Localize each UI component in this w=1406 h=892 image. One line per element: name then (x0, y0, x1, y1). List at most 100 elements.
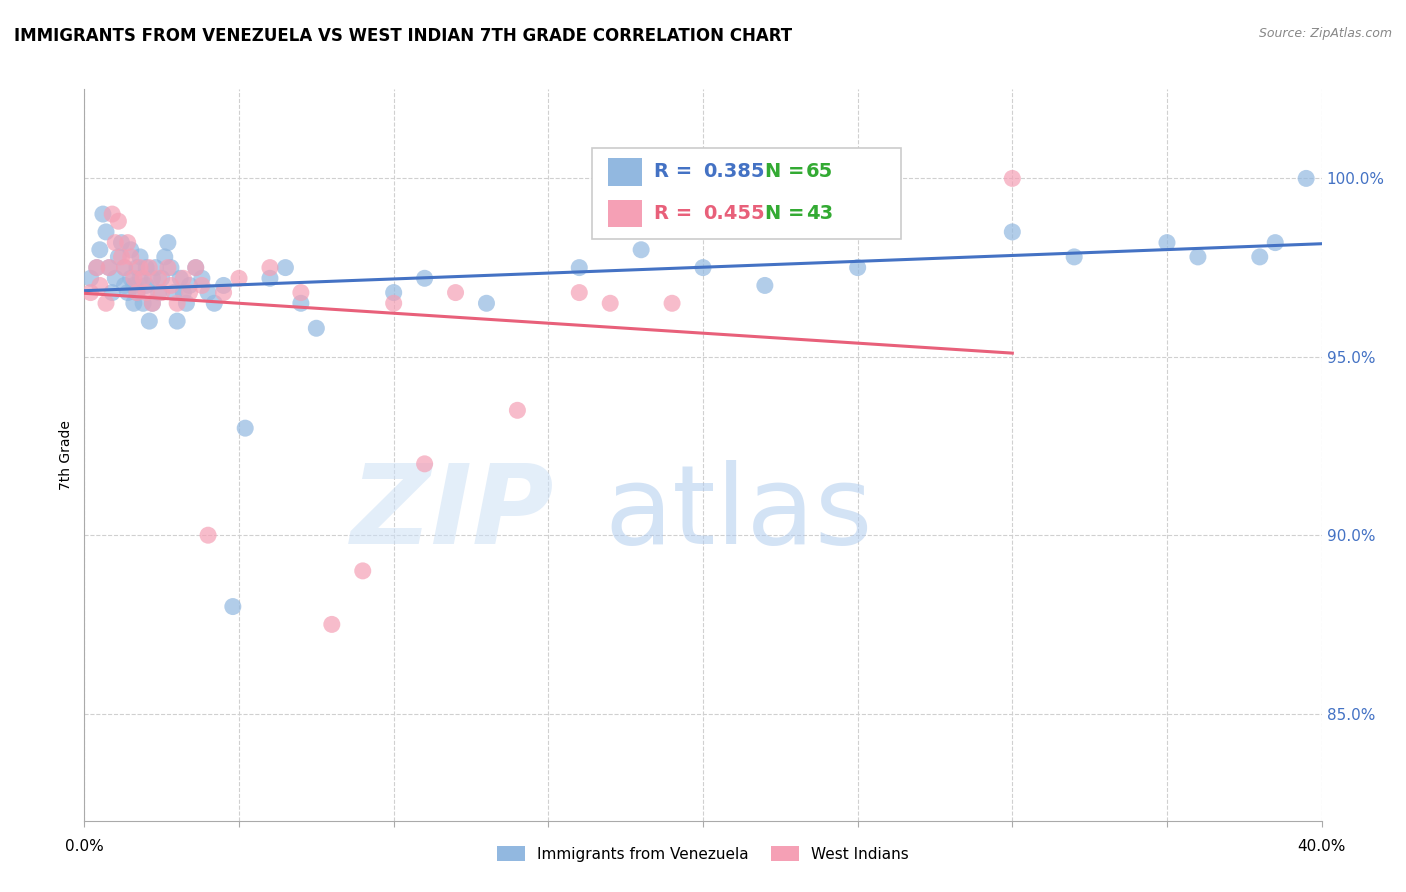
Point (228, 271, 250, 285)
Point (117, 235, 139, 250)
Point (661, 296, 683, 310)
Point (382, 296, 405, 310)
Text: N =: N = (765, 204, 811, 223)
Point (382, 285, 405, 300)
Text: atlas: atlas (605, 460, 873, 567)
Point (125, 285, 148, 300)
Point (166, 296, 188, 310)
Point (117, 285, 139, 300)
Point (125, 285, 148, 300)
Point (122, 296, 145, 310)
Point (191, 278, 214, 293)
Point (148, 271, 170, 285)
Text: Source: ZipAtlas.com: Source: ZipAtlas.com (1258, 27, 1392, 40)
FancyBboxPatch shape (607, 158, 643, 186)
Point (91, 207, 114, 221)
Point (89, 278, 111, 293)
Point (184, 260, 207, 275)
Point (132, 271, 155, 285)
Point (160, 278, 183, 293)
Point (191, 271, 214, 285)
Y-axis label: 7th Grade: 7th Grade (59, 420, 73, 490)
Text: 43: 43 (806, 204, 832, 223)
Point (110, 235, 132, 250)
Legend: Immigrants from Venezuela, West Indians: Immigrants from Venezuela, West Indians (491, 839, 915, 868)
Point (413, 457, 436, 471)
Point (135, 278, 157, 293)
Point (1295, 171, 1317, 186)
Point (166, 314, 188, 328)
Point (568, 260, 591, 275)
Text: ZIP: ZIP (352, 460, 554, 567)
Point (122, 271, 145, 285)
Point (94, 225, 117, 239)
Point (156, 260, 179, 275)
Point (79, 271, 101, 285)
Text: N =: N = (765, 162, 811, 181)
Point (1001, 225, 1024, 239)
Point (1001, 171, 1024, 186)
Point (321, 617, 343, 632)
Point (114, 260, 136, 275)
Point (86, 260, 108, 275)
Point (114, 260, 136, 275)
Text: 0.385: 0.385 (703, 162, 765, 181)
Point (568, 285, 591, 300)
Point (129, 260, 152, 275)
Point (172, 271, 194, 285)
Point (754, 278, 776, 293)
Point (305, 321, 328, 335)
Point (846, 260, 869, 275)
Point (138, 314, 160, 328)
Point (145, 260, 167, 275)
Point (1264, 235, 1286, 250)
Point (120, 271, 142, 285)
Point (104, 271, 127, 285)
Point (630, 243, 652, 257)
Point (163, 285, 186, 300)
Point (352, 564, 374, 578)
Point (101, 207, 124, 221)
Text: 40.0%: 40.0% (1298, 838, 1346, 854)
Point (94, 296, 117, 310)
Point (475, 296, 498, 310)
Point (290, 285, 312, 300)
Point (172, 285, 194, 300)
Text: R =: R = (654, 204, 699, 223)
Point (184, 260, 207, 275)
Point (197, 285, 219, 300)
Point (1187, 250, 1209, 264)
Point (148, 285, 170, 300)
Text: 65: 65 (806, 162, 832, 181)
Point (179, 285, 201, 300)
Point (212, 285, 235, 300)
Point (132, 296, 155, 310)
Point (1063, 250, 1085, 264)
Point (104, 235, 127, 250)
Point (98, 260, 121, 275)
Point (259, 271, 281, 285)
Point (1156, 235, 1178, 250)
Text: R =: R = (654, 162, 699, 181)
Point (202, 296, 225, 310)
Point (129, 250, 152, 264)
Point (120, 250, 142, 264)
Point (599, 296, 621, 310)
Point (259, 260, 281, 275)
Point (692, 260, 714, 275)
Point (138, 260, 160, 275)
Point (176, 296, 198, 310)
Point (129, 271, 152, 285)
Point (444, 285, 467, 300)
Point (153, 250, 176, 264)
Point (179, 278, 201, 293)
Point (160, 260, 183, 275)
Point (98, 260, 121, 275)
FancyBboxPatch shape (607, 200, 643, 227)
Point (135, 260, 157, 275)
Point (141, 271, 163, 285)
Text: IMMIGRANTS FROM VENEZUELA VS WEST INDIAN 7TH GRADE CORRELATION CHART: IMMIGRANTS FROM VENEZUELA VS WEST INDIAN… (14, 27, 792, 45)
Point (135, 285, 157, 300)
Point (107, 250, 129, 264)
Point (86, 260, 108, 275)
